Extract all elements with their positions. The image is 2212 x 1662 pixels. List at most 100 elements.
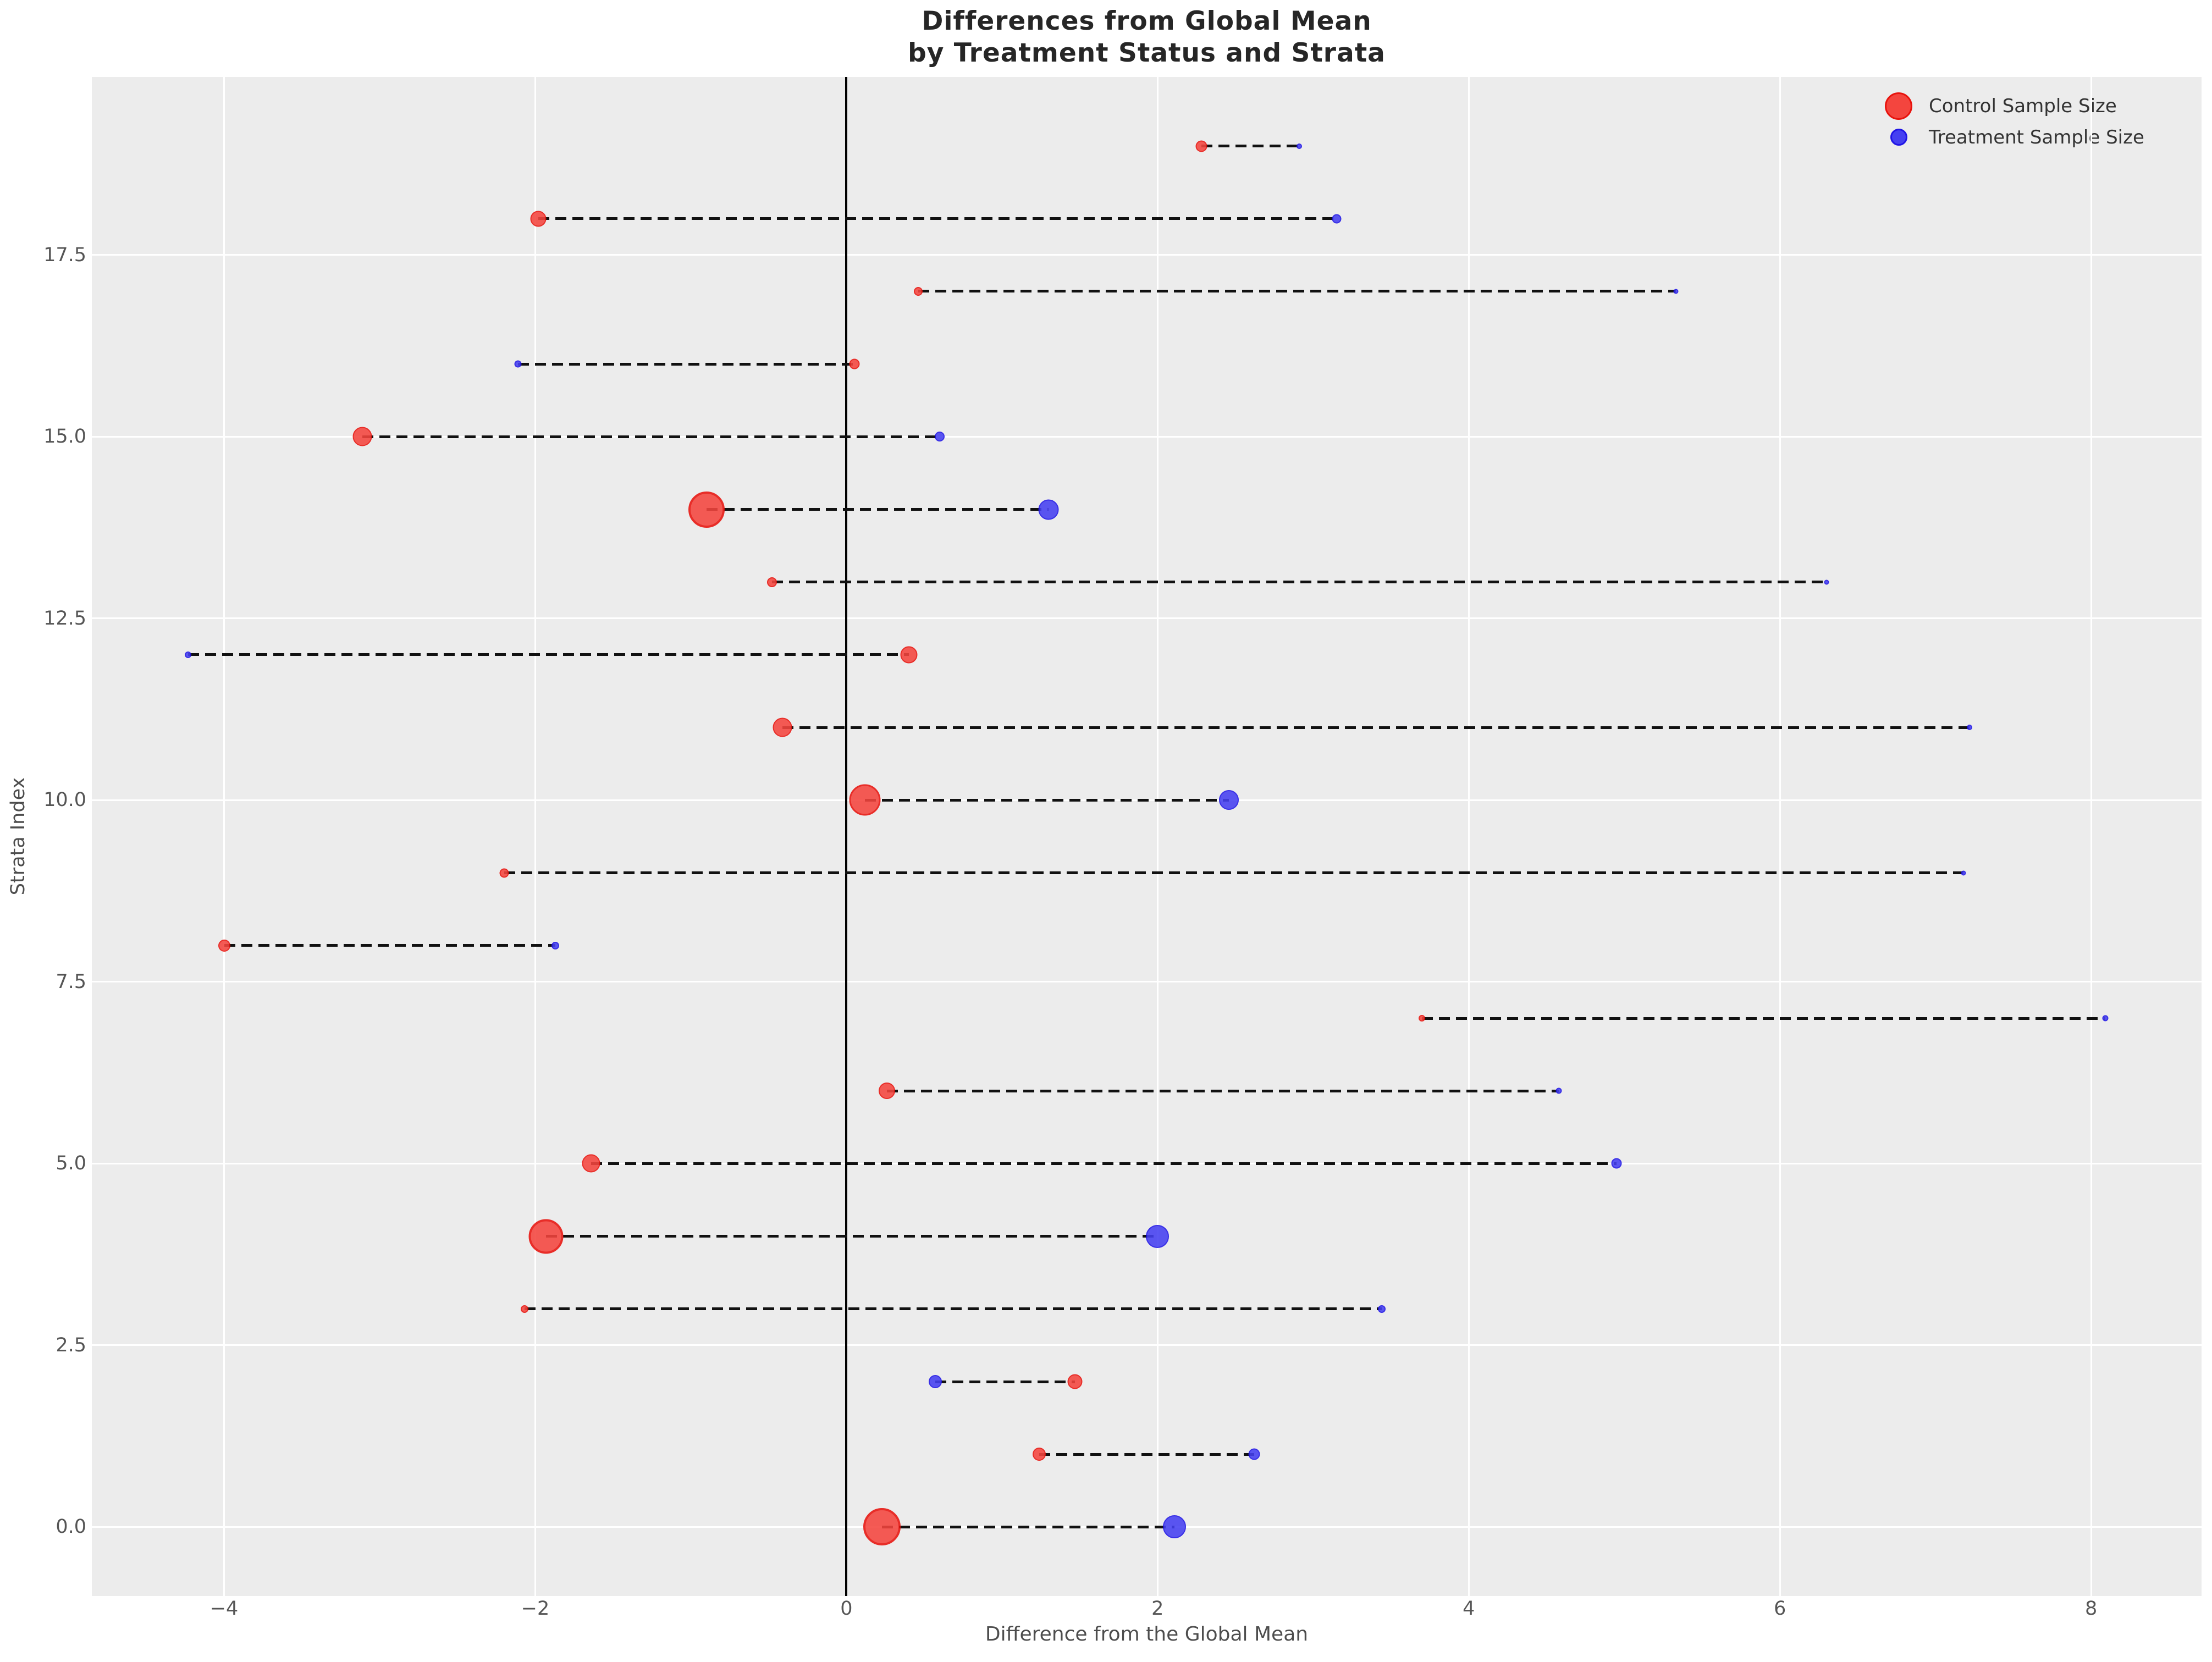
x-tick-label: −2	[521, 1598, 550, 1620]
legend: Control Sample Size Treatment Sample Siz…	[1868, 90, 2144, 153]
control-legend-marker-slot	[1868, 92, 1929, 120]
treatment-dot	[1824, 579, 1829, 585]
y-gridline	[92, 1344, 2202, 1346]
x-axis-label: Difference from the Global Mean	[985, 1623, 1309, 1646]
x-gridline	[223, 77, 225, 1596]
treatment-dot	[1163, 1515, 1187, 1539]
connector-line	[771, 581, 1827, 584]
connector-line	[935, 1380, 1075, 1383]
y-gridline	[92, 617, 2202, 620]
y-tick-label: 15.0	[43, 426, 86, 448]
connector-line	[706, 508, 1049, 511]
connector-line	[591, 1162, 1617, 1165]
control-dot	[530, 211, 547, 227]
connector-line	[1422, 1017, 2105, 1020]
control-dot	[900, 646, 918, 664]
control-dot	[849, 784, 881, 816]
connector-line	[524, 1307, 1382, 1311]
treatment-dot	[1611, 1158, 1622, 1169]
legend-item-treatment: Treatment Sample Size	[1868, 122, 2144, 153]
connector-line	[782, 726, 1970, 729]
control-dot	[1419, 1015, 1426, 1022]
treatment-legend-marker-icon	[1890, 129, 1907, 146]
treatment-legend-label: Treatment Sample Size	[1929, 126, 2144, 148]
x-gridline	[1779, 77, 1781, 1596]
treatment-dot	[1673, 289, 1679, 294]
x-gridline	[1156, 77, 1159, 1596]
treatment-dot	[185, 651, 192, 658]
treatment-dot	[1555, 1087, 1562, 1094]
connector-line	[865, 798, 1229, 802]
control-legend-marker-icon	[1885, 92, 1912, 120]
control-dot	[499, 868, 509, 878]
treatment-dot	[928, 1375, 942, 1388]
connector-line	[224, 944, 556, 947]
treatment-dot	[1961, 870, 1966, 876]
control-dot	[218, 939, 230, 952]
y-gridline	[92, 254, 2202, 256]
control-dot	[688, 491, 725, 528]
control-dot	[1067, 1374, 1083, 1389]
treatment-dot	[2102, 1015, 2109, 1022]
x-tick-label: −4	[209, 1598, 239, 1620]
treatment-dot	[1219, 790, 1239, 810]
control-dot	[352, 427, 372, 446]
y-tick-label: 0.0	[56, 1516, 86, 1538]
connector-line	[882, 1525, 1175, 1528]
control-dot	[520, 1305, 528, 1313]
treatment-dot	[1296, 143, 1302, 149]
control-dot	[913, 286, 923, 296]
y-tick-label: 17.5	[43, 244, 86, 266]
connector-line	[518, 362, 854, 366]
x-gridline	[534, 77, 536, 1596]
control-dot	[582, 1154, 600, 1173]
treatment-dot	[1248, 1448, 1260, 1460]
treatment-dot	[1377, 1305, 1386, 1313]
connector-line	[918, 290, 1676, 293]
x-tick-label: 4	[1463, 1598, 1475, 1620]
treatment-dot	[935, 432, 945, 442]
y-gridline	[92, 981, 2202, 983]
connector-line	[504, 871, 1964, 875]
treatment-dot	[514, 360, 522, 368]
x-tick-label: 6	[1774, 1598, 1786, 1620]
chart-title-line2: by Treatment Status and Strata	[908, 38, 1386, 68]
zero-reference-line	[845, 77, 848, 1596]
connector-line	[188, 653, 909, 656]
y-tick-label: 7.5	[56, 970, 86, 993]
chart-title-line1: Differences from Global Mean	[922, 6, 1372, 36]
control-legend-label: Control Sample Size	[1929, 95, 2117, 117]
treatment-dot	[551, 941, 560, 949]
y-gridline	[92, 435, 2202, 438]
control-dot	[849, 358, 860, 369]
x-tick-label: 2	[1151, 1598, 1164, 1620]
treatment-dot	[1038, 499, 1059, 520]
control-dot	[1195, 140, 1207, 152]
x-gridline	[1468, 77, 1470, 1596]
y-tick-label: 10.0	[43, 789, 86, 811]
control-dot	[766, 577, 777, 587]
x-tick-label: 8	[2084, 1598, 2098, 1620]
y-tick-label: 2.5	[56, 1334, 86, 1356]
connector-line	[886, 1089, 1559, 1092]
x-gridline	[2090, 77, 2092, 1596]
connector-line	[1039, 1453, 1254, 1456]
control-dot	[863, 1508, 901, 1546]
plot-area	[92, 77, 2202, 1596]
treatment-legend-marker-slot	[1868, 129, 1929, 146]
control-dot	[1033, 1448, 1046, 1461]
connector-line	[1201, 145, 1299, 148]
connector-line	[362, 435, 940, 438]
x-tick-label: 0	[840, 1598, 853, 1620]
connector-line	[546, 1235, 1158, 1238]
y-tick-label: 12.5	[43, 607, 86, 630]
y-tick-label: 5.0	[56, 1152, 86, 1175]
control-dot	[528, 1219, 564, 1254]
control-dot	[773, 717, 792, 737]
treatment-dot	[1146, 1224, 1170, 1248]
connector-line	[538, 217, 1337, 220]
legend-item-control: Control Sample Size	[1868, 90, 2144, 122]
treatment-dot	[1967, 725, 1973, 731]
chart-title: Differences from Global Mean by Treatmen…	[92, 5, 2202, 69]
